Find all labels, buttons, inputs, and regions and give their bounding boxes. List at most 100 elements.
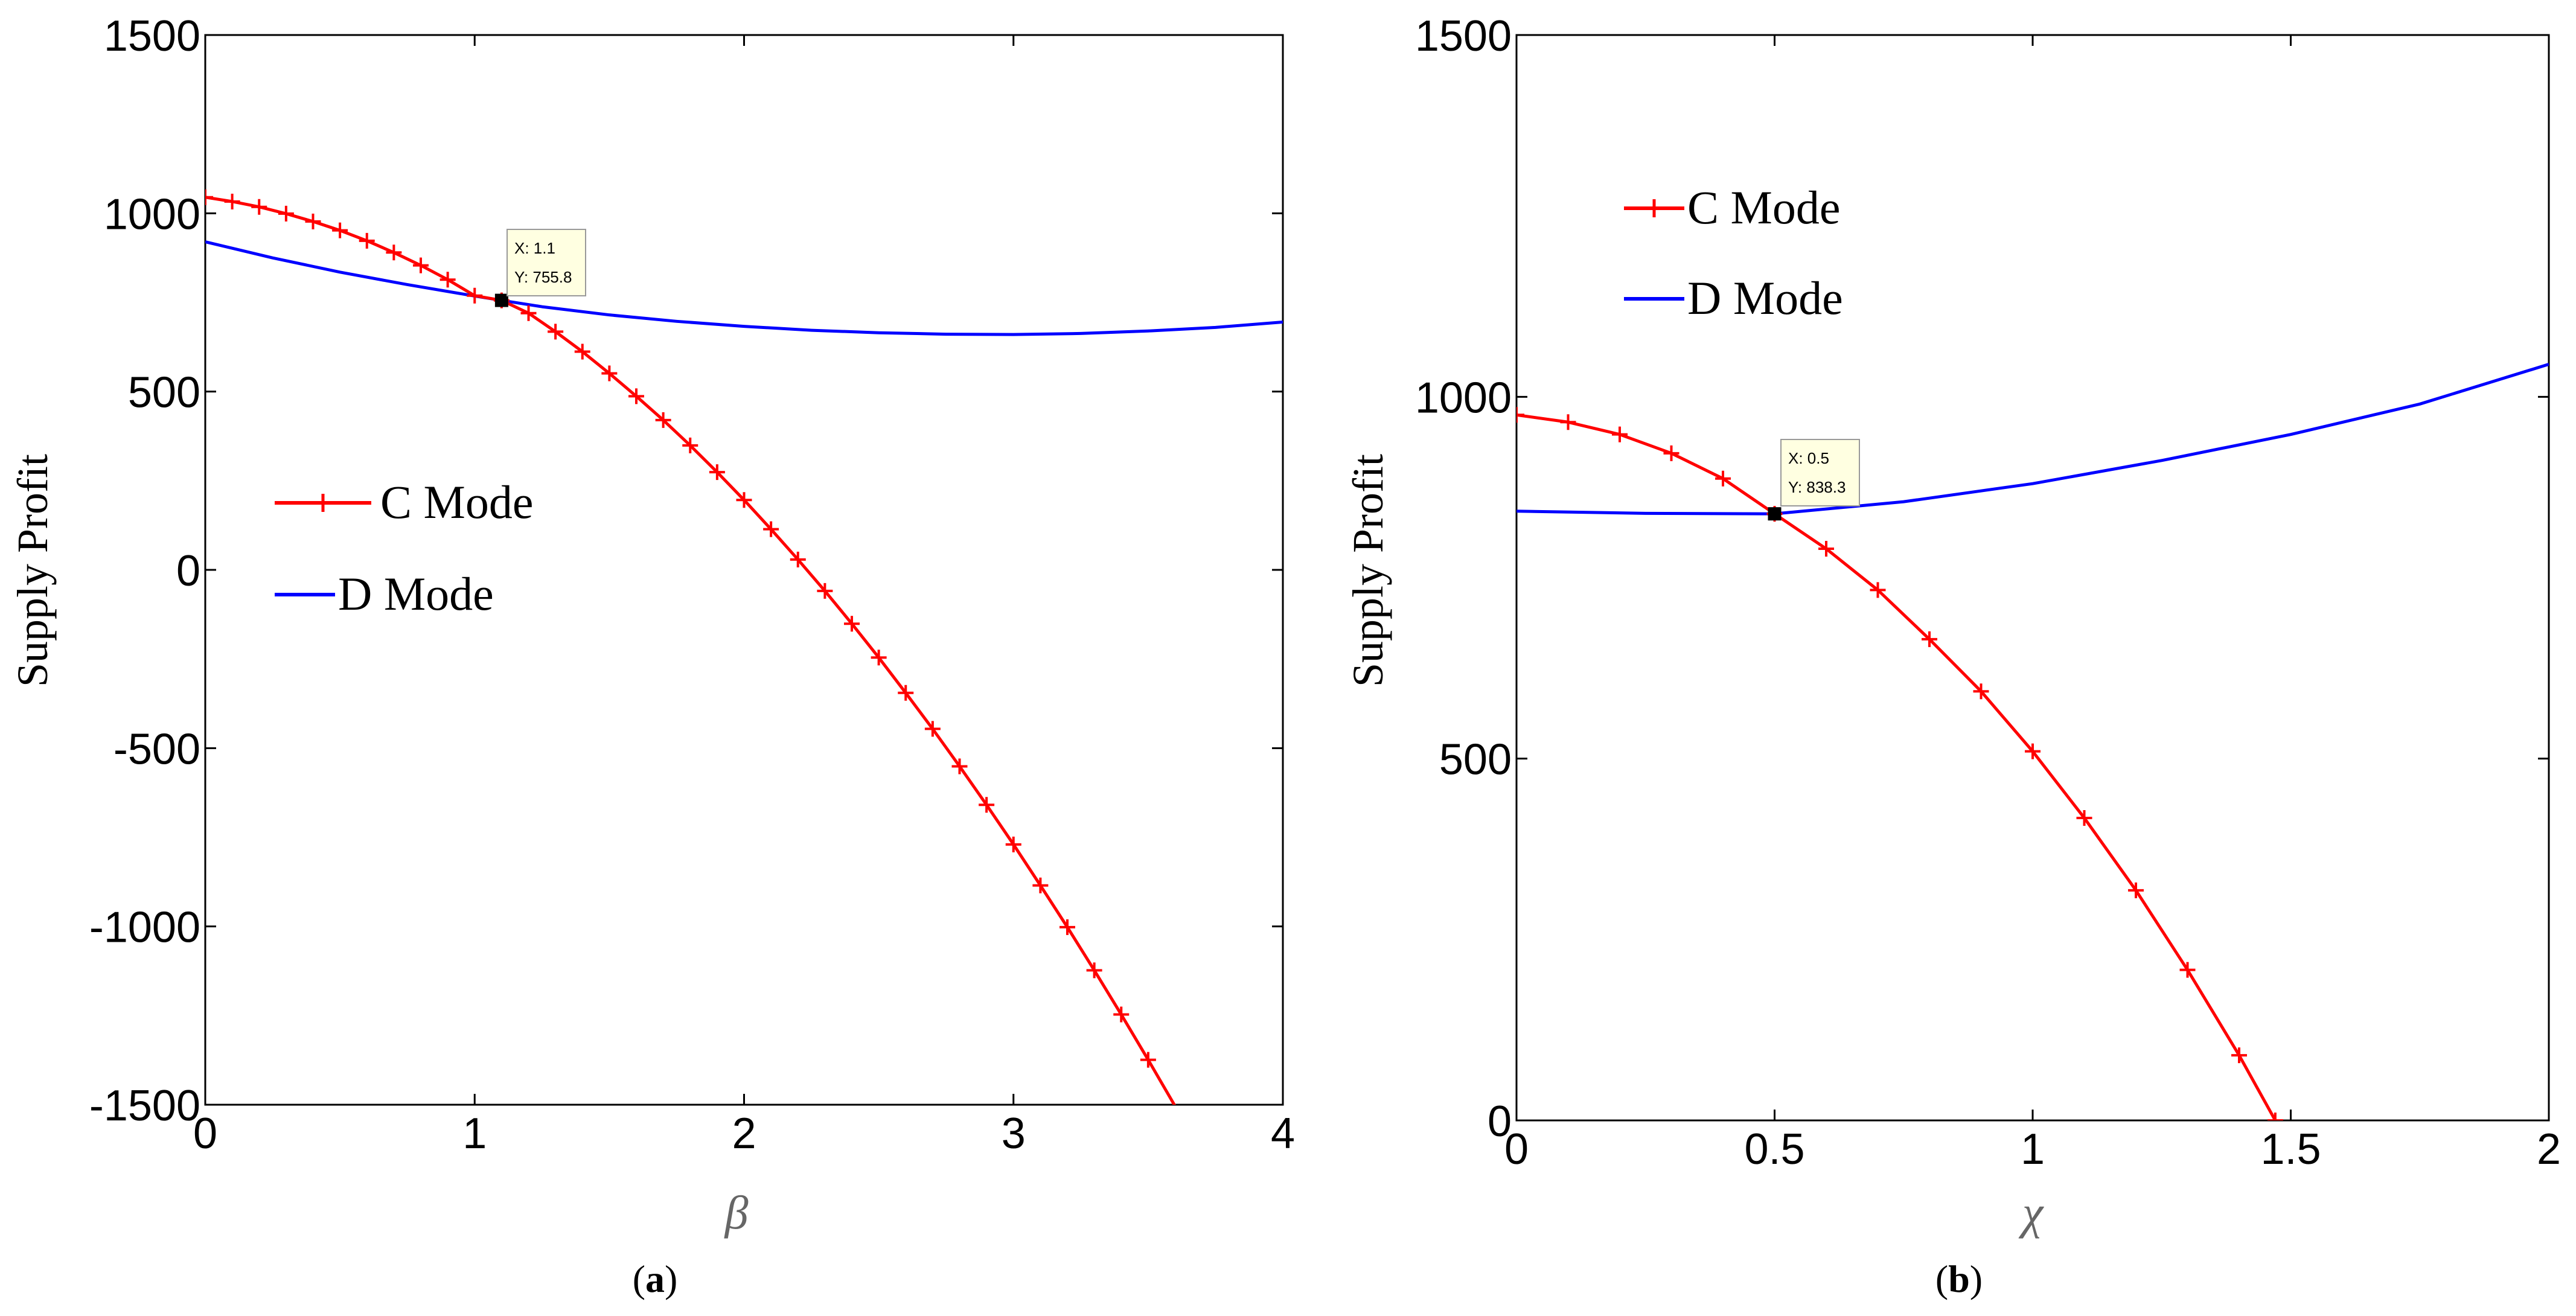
panel-b-series-c-mode-marker — [2128, 882, 2144, 898]
panel-b-label-letter: b — [1948, 1257, 1970, 1300]
panel-b-series-c-mode-marker — [1715, 470, 1731, 487]
panel-b-legend-c-label: C Mode — [1687, 181, 1841, 234]
panel-b-series-c-mode-marker — [1612, 426, 1628, 442]
panel-b-x-tick-label: 0 — [1504, 1125, 1529, 1174]
panel-a-y-tick-label: 500 — [128, 369, 200, 417]
panel-b-series-c-mode-marker — [1560, 414, 1576, 430]
panel-a-series-c-mode-marker — [305, 213, 321, 229]
panel-a-series-c-mode-marker — [548, 324, 564, 340]
panel-b-chart: 0 0.5 1 1.5 2 0 500 1000 1500 X: 0.5 Y: 838.3 C … — [1344, 12, 2561, 1300]
panel-a-series-c-mode-marker — [332, 222, 348, 238]
panel-b-series-d-mode-line — [1517, 363, 2549, 516]
panel-a-label: (a) — [633, 1257, 678, 1300]
panel-a-series-c-mode-marker — [359, 232, 375, 249]
panel-a-y-tick-label: -1000 — [89, 904, 200, 952]
panel-a-chart: 0 1 2 3 4 -1500 -1000 -500 0 500 1000 1500 X: 1.1 Y… — [8, 12, 1295, 1300]
panel-a-series-c-mode-marker — [574, 343, 590, 360]
panel-a-series-c-mode-marker — [655, 412, 671, 428]
panel-b-y-tick-label: 1500 — [1415, 12, 1512, 60]
panel-b-datatip-marker — [1768, 507, 1782, 521]
panel-b-series-c-mode-line — [1517, 413, 2277, 1120]
panel-a-series-c-mode-marker — [601, 365, 618, 382]
panel-a-series-c-mode-marker — [871, 650, 887, 666]
panel-b-x-tick-label: 1 — [2021, 1125, 2045, 1174]
panel-b-series-c-mode-marker — [1922, 631, 1937, 647]
panel-a-series-c-mode-marker — [205, 189, 213, 205]
panel-a-legend-c-marker — [314, 494, 332, 512]
panel-b-plot-frame — [1515, 34, 2550, 1122]
panel-a-datatip-y: Y: 755.8 — [514, 268, 572, 286]
panel-a-series-c-mode-marker — [1059, 919, 1075, 935]
panel-b-series-c-mode-marker — [1818, 541, 1834, 557]
panel-b-series-c-mode-marker — [2179, 962, 2196, 978]
panel-a-series-c-mode-marker — [1032, 877, 1049, 893]
panel-a-y-tick-label: 1000 — [104, 190, 200, 238]
panel-a-series-c-mode-marker — [898, 685, 914, 701]
panel-a-series-c-mode-marker — [709, 464, 725, 481]
panel-a-y-tick-label: -500 — [113, 725, 200, 773]
panel-a-series-c-mode-marker — [413, 257, 429, 273]
panel-a-series-c-mode-marker — [467, 287, 483, 304]
panel-a-series-area — [205, 189, 1283, 1105]
panel-b-datatip: X: 0.5 Y: 838.3 — [1780, 439, 1860, 506]
panel-a-series-c-mode-marker — [790, 551, 806, 567]
panel-b-datatip-box — [1780, 439, 1860, 506]
panel-a-datatip-marker — [494, 293, 508, 307]
panel-a-series-c-mode-marker — [520, 305, 537, 321]
panel-a-series-c-mode-marker — [278, 205, 294, 222]
panel-b-y-axis-title: Supply Profit — [1344, 454, 1392, 687]
panel-b-legend: C Mode D Mode — [1624, 181, 1843, 324]
panel-b-label: (b) — [1935, 1257, 1983, 1300]
panel-a-legend-d-label: D Mode — [338, 567, 494, 620]
panel-a-series-c-mode-marker — [763, 521, 779, 537]
panel-a-series-c-mode-marker — [736, 492, 752, 508]
panel-a-series-c-mode-marker — [386, 244, 402, 261]
panel-a-datatip: X: 1.1 Y: 755.8 — [507, 229, 586, 296]
panel-a-legend: C Mode D Mode — [275, 476, 534, 620]
panel-b-series-area — [1517, 363, 2549, 1120]
panel-a-datatip-box — [507, 229, 586, 296]
panel-b-series-c-mode-marker — [2267, 1113, 2283, 1120]
panel-a-x-tick-label: 1 — [462, 1110, 487, 1158]
panel-a-series-d-mode-line — [205, 240, 1283, 336]
panel-a-datatip-x: X: 1.1 — [514, 239, 555, 257]
panel-a-series-c-mode-marker — [224, 193, 240, 209]
panel-b-series-c-mode-marker — [1870, 582, 1886, 598]
panel-b-y-tick-label: 1000 — [1415, 374, 1512, 422]
panel-b-legend-d-label: D Mode — [1687, 272, 1843, 324]
panel-a-y-tick-label: 0 — [176, 547, 200, 595]
panel-b-series-c-mode-marker — [1517, 407, 1524, 423]
panel-a-series-c-mode-marker — [251, 199, 267, 215]
panel-a-series-c-mode-marker — [817, 583, 833, 599]
panel-a-x-tick-label: 3 — [1002, 1110, 1026, 1158]
panel-b-series — [1517, 363, 2549, 1120]
panel-b-y-tick-label: 0 — [1488, 1097, 1512, 1146]
panel-a-label-letter: a — [645, 1257, 665, 1300]
panel-a-series-c-mode-marker — [924, 721, 941, 737]
panel-a-series-c-mode-marker — [682, 437, 698, 453]
panel-b-x-tick-label: 1.5 — [2260, 1125, 2321, 1174]
panel-a-series-c-mode-marker — [951, 758, 968, 775]
panel-a-series-c-mode-marker — [1113, 1006, 1130, 1023]
panel-a-legend-c-label: C Mode — [380, 476, 534, 528]
panel-b-ticks: 0 0.5 1 1.5 2 0 500 1000 1500 — [1415, 12, 2561, 1174]
panel-a-series-c-mode-marker — [979, 797, 995, 813]
panel-a-series-c-mode-marker — [844, 616, 860, 632]
panel-b-series-c-mode-marker — [1973, 683, 1989, 700]
panel-a-y-tick-label: -1500 — [89, 1082, 200, 1130]
panel-a-x-tick-label: 2 — [732, 1110, 756, 1158]
panel-a-x-tick-label: 0 — [193, 1110, 217, 1158]
panel-a-series-c-mode-marker — [628, 388, 644, 404]
panel-a-series-c-mode-marker — [1086, 962, 1102, 979]
panel-b-series-c-mode-marker — [2025, 743, 2041, 759]
panel-b-y-tick-label: 500 — [1439, 736, 1512, 784]
panel-b-datatip-x: X: 0.5 — [1788, 449, 1829, 467]
panel-b-series-c-mode-marker — [2231, 1047, 2247, 1064]
panel-b-series-c-mode-marker — [2076, 810, 2092, 826]
panel-b-x-axis-title: χ — [2018, 1186, 2044, 1239]
panel-a-y-tick-label: 1500 — [104, 12, 200, 60]
panel-a-ticks: 0 1 2 3 4 -1500 -1000 -500 0 500 1000 1500 — [89, 12, 1295, 1158]
panel-b-legend-c-marker — [1645, 199, 1663, 217]
panel-a-series-c-mode-marker — [1005, 836, 1021, 852]
